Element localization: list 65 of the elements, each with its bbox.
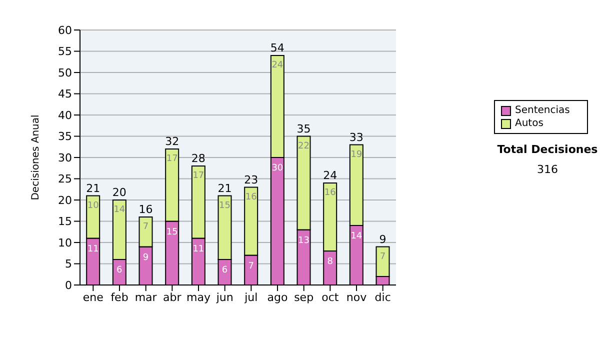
y-tick-label: 10 (58, 236, 72, 250)
x-tick-label: jul (244, 290, 258, 304)
y-tick-label: 25 (58, 172, 72, 186)
data-label: 16 (245, 192, 258, 202)
x-tick-label: dic (374, 290, 391, 304)
data-label: 9 (142, 252, 149, 263)
data-label: 15 (166, 227, 178, 238)
data-label: 11 (192, 244, 204, 254)
data-label: 19 (350, 150, 362, 160)
text: Total Decisiones (496, 143, 599, 156)
y-tick-label: 5 (65, 258, 72, 271)
y-tick-label: 15 (58, 215, 72, 228)
data-label: 15 (219, 200, 230, 211)
y-tick-label: 0 (65, 278, 72, 292)
total-label: 21 (218, 182, 232, 195)
x-tick-label: mar (134, 290, 158, 304)
y-tick-label: 20 (58, 194, 72, 207)
data-label: 13 (298, 236, 310, 246)
x-tick-label: sep (294, 290, 314, 304)
data-label: 11 (87, 244, 99, 254)
total-label: 28 (191, 152, 206, 165)
x-tick-label: jun (215, 290, 234, 304)
x-tick-label: nov (346, 290, 368, 304)
data-label: 8 (327, 257, 334, 267)
total-label: 16 (138, 203, 153, 216)
total-label: 23 (244, 173, 258, 186)
data-label: 6 (116, 266, 123, 276)
y-tick-label: 50 (58, 66, 72, 80)
data-label: 16 (324, 188, 336, 198)
y-tick-label: 55 (58, 45, 72, 58)
x-tick-label: oct (322, 290, 340, 304)
y-tick-label: 45 (58, 88, 72, 101)
data-label: 30 (272, 164, 284, 174)
x-tick-label: abr (163, 290, 182, 304)
data-label: 7 (248, 261, 254, 272)
data-label: 22 (298, 141, 310, 152)
total-label: 20 (112, 186, 126, 199)
total-label: 33 (349, 130, 364, 144)
y-tick-label: 60 (58, 24, 72, 37)
data-label: 17 (166, 154, 178, 164)
total-label: 54 (270, 42, 284, 54)
x-tick-label: ago (267, 290, 288, 304)
total-label: 24 (323, 169, 338, 182)
data-label: 6 (222, 266, 228, 276)
x-tick-label: may (186, 290, 211, 304)
data-label: 14 (114, 205, 126, 215)
y-tick-label: 35 (58, 130, 72, 144)
y-tick-label: 30 (58, 151, 72, 164)
y-axis-title: Decisiones Anual (30, 114, 42, 200)
total-label: 9 (379, 232, 386, 246)
text: 316 (536, 163, 559, 176)
total-label: 21 (86, 182, 100, 195)
legend-label: Sentencias (515, 104, 570, 117)
total-label: 35 (296, 122, 311, 136)
x-tick-label: feb (110, 290, 128, 304)
data-label: 7 (380, 252, 386, 262)
data-label: 7 (142, 222, 149, 232)
data-label: 10 (87, 200, 100, 211)
data-label: 17 (192, 171, 204, 181)
legend-label: Autos (515, 117, 544, 130)
total-label: 32 (165, 135, 180, 148)
data-label: 24 (272, 60, 284, 70)
data-label: 14 (350, 232, 362, 242)
x-tick-label: ene (82, 290, 104, 304)
y-tick-label: 40 (58, 108, 72, 122)
